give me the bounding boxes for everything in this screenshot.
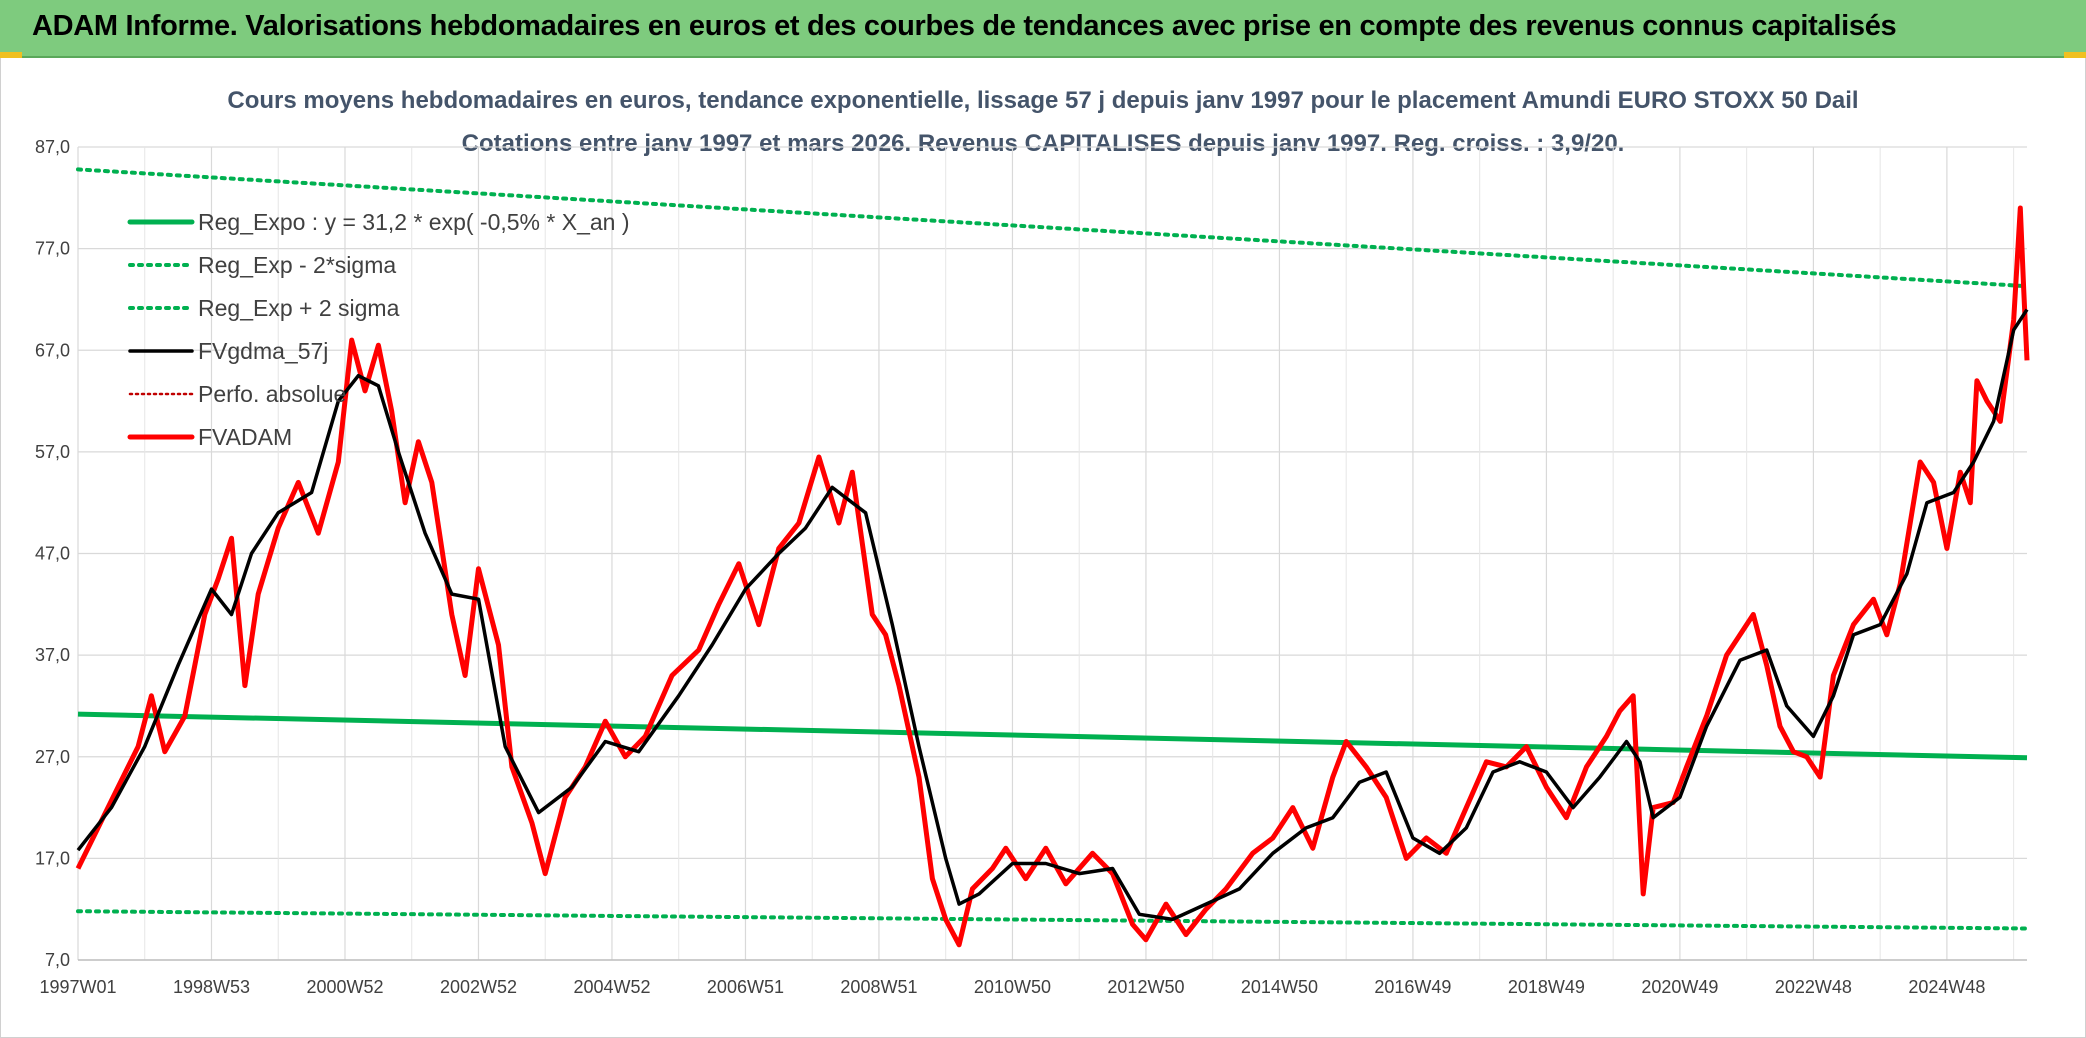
series-line-3	[76, 308, 2029, 922]
banner-title: ADAM Informe. Valorisations hebdomadaire…	[32, 10, 1897, 42]
y-tick-label: 77,0	[35, 239, 70, 259]
x-tick-label: 2014W50	[1241, 977, 1318, 997]
legend-label: Reg_Exp - 2*sigma	[198, 252, 396, 278]
x-tick-label: 2006W51	[707, 977, 784, 997]
y-tick-label: 47,0	[35, 544, 70, 564]
legend-label: FVADAM	[198, 424, 292, 450]
legend-label: Reg_Exp + 2 sigma	[198, 295, 400, 321]
banner-corner-left	[0, 52, 22, 58]
legend-label: Reg_Expo : y = 31,2 * exp( -0,5% * X_an …	[198, 209, 630, 235]
y-tick-label: 87,0	[35, 137, 70, 157]
legend-label: Perfo. absolue	[198, 381, 346, 407]
x-tick-label: 2004W52	[573, 977, 650, 997]
x-tick-label: 2010W50	[974, 977, 1051, 997]
y-tick-label: 37,0	[35, 645, 70, 665]
x-tick-label: 2002W52	[440, 977, 517, 997]
x-tick-label: 2016W49	[1374, 977, 1451, 997]
x-tick-label: 1998W53	[173, 977, 250, 997]
x-tick-label: 2018W49	[1508, 977, 1585, 997]
chart-gridlines	[77, 146, 2027, 961]
chart-subtitle: Cotations entre janv 1997 et mars 2026. …	[462, 130, 1625, 157]
x-tick-label: 1997W01	[39, 977, 116, 997]
y-tick-label: 27,0	[35, 747, 70, 767]
y-tick-label: 7,0	[45, 950, 70, 970]
chart-legend: Reg_Expo : y = 31,2 * exp( -0,5% * X_an …	[127, 209, 630, 450]
x-tick-label: 2008W51	[840, 977, 917, 997]
chart-axes: 87,0 77,0 67,0 57,0 47,0 37,0 27,0 17,0 7,0 1997W…	[35, 137, 2027, 997]
report-banner: ADAM Informe. Valorisations hebdomadaire…	[0, 0, 2086, 58]
y-tick-label: 57,0	[35, 442, 70, 462]
x-tick-label: 2012W50	[1107, 977, 1184, 997]
banner-corner-right	[2064, 52, 2086, 58]
y-tick-label: 17,0	[35, 848, 70, 868]
x-tick-label: 2020W49	[1641, 977, 1718, 997]
series-line-1	[76, 909, 2029, 931]
legend-label: FVgdma_57j	[198, 338, 328, 364]
series-line-0	[77, 711, 2028, 761]
chart-series	[75, 167, 2030, 948]
y-tick-label: 67,0	[35, 340, 70, 360]
x-tick-label: 2000W52	[306, 977, 383, 997]
x-tick-label: 2022W48	[1775, 977, 1852, 997]
x-tick-label: 2024W48	[1908, 977, 1985, 997]
chart-title: Cours moyens hebdomadaires en euros, ten…	[227, 87, 1858, 114]
series-line-2	[76, 167, 2029, 289]
